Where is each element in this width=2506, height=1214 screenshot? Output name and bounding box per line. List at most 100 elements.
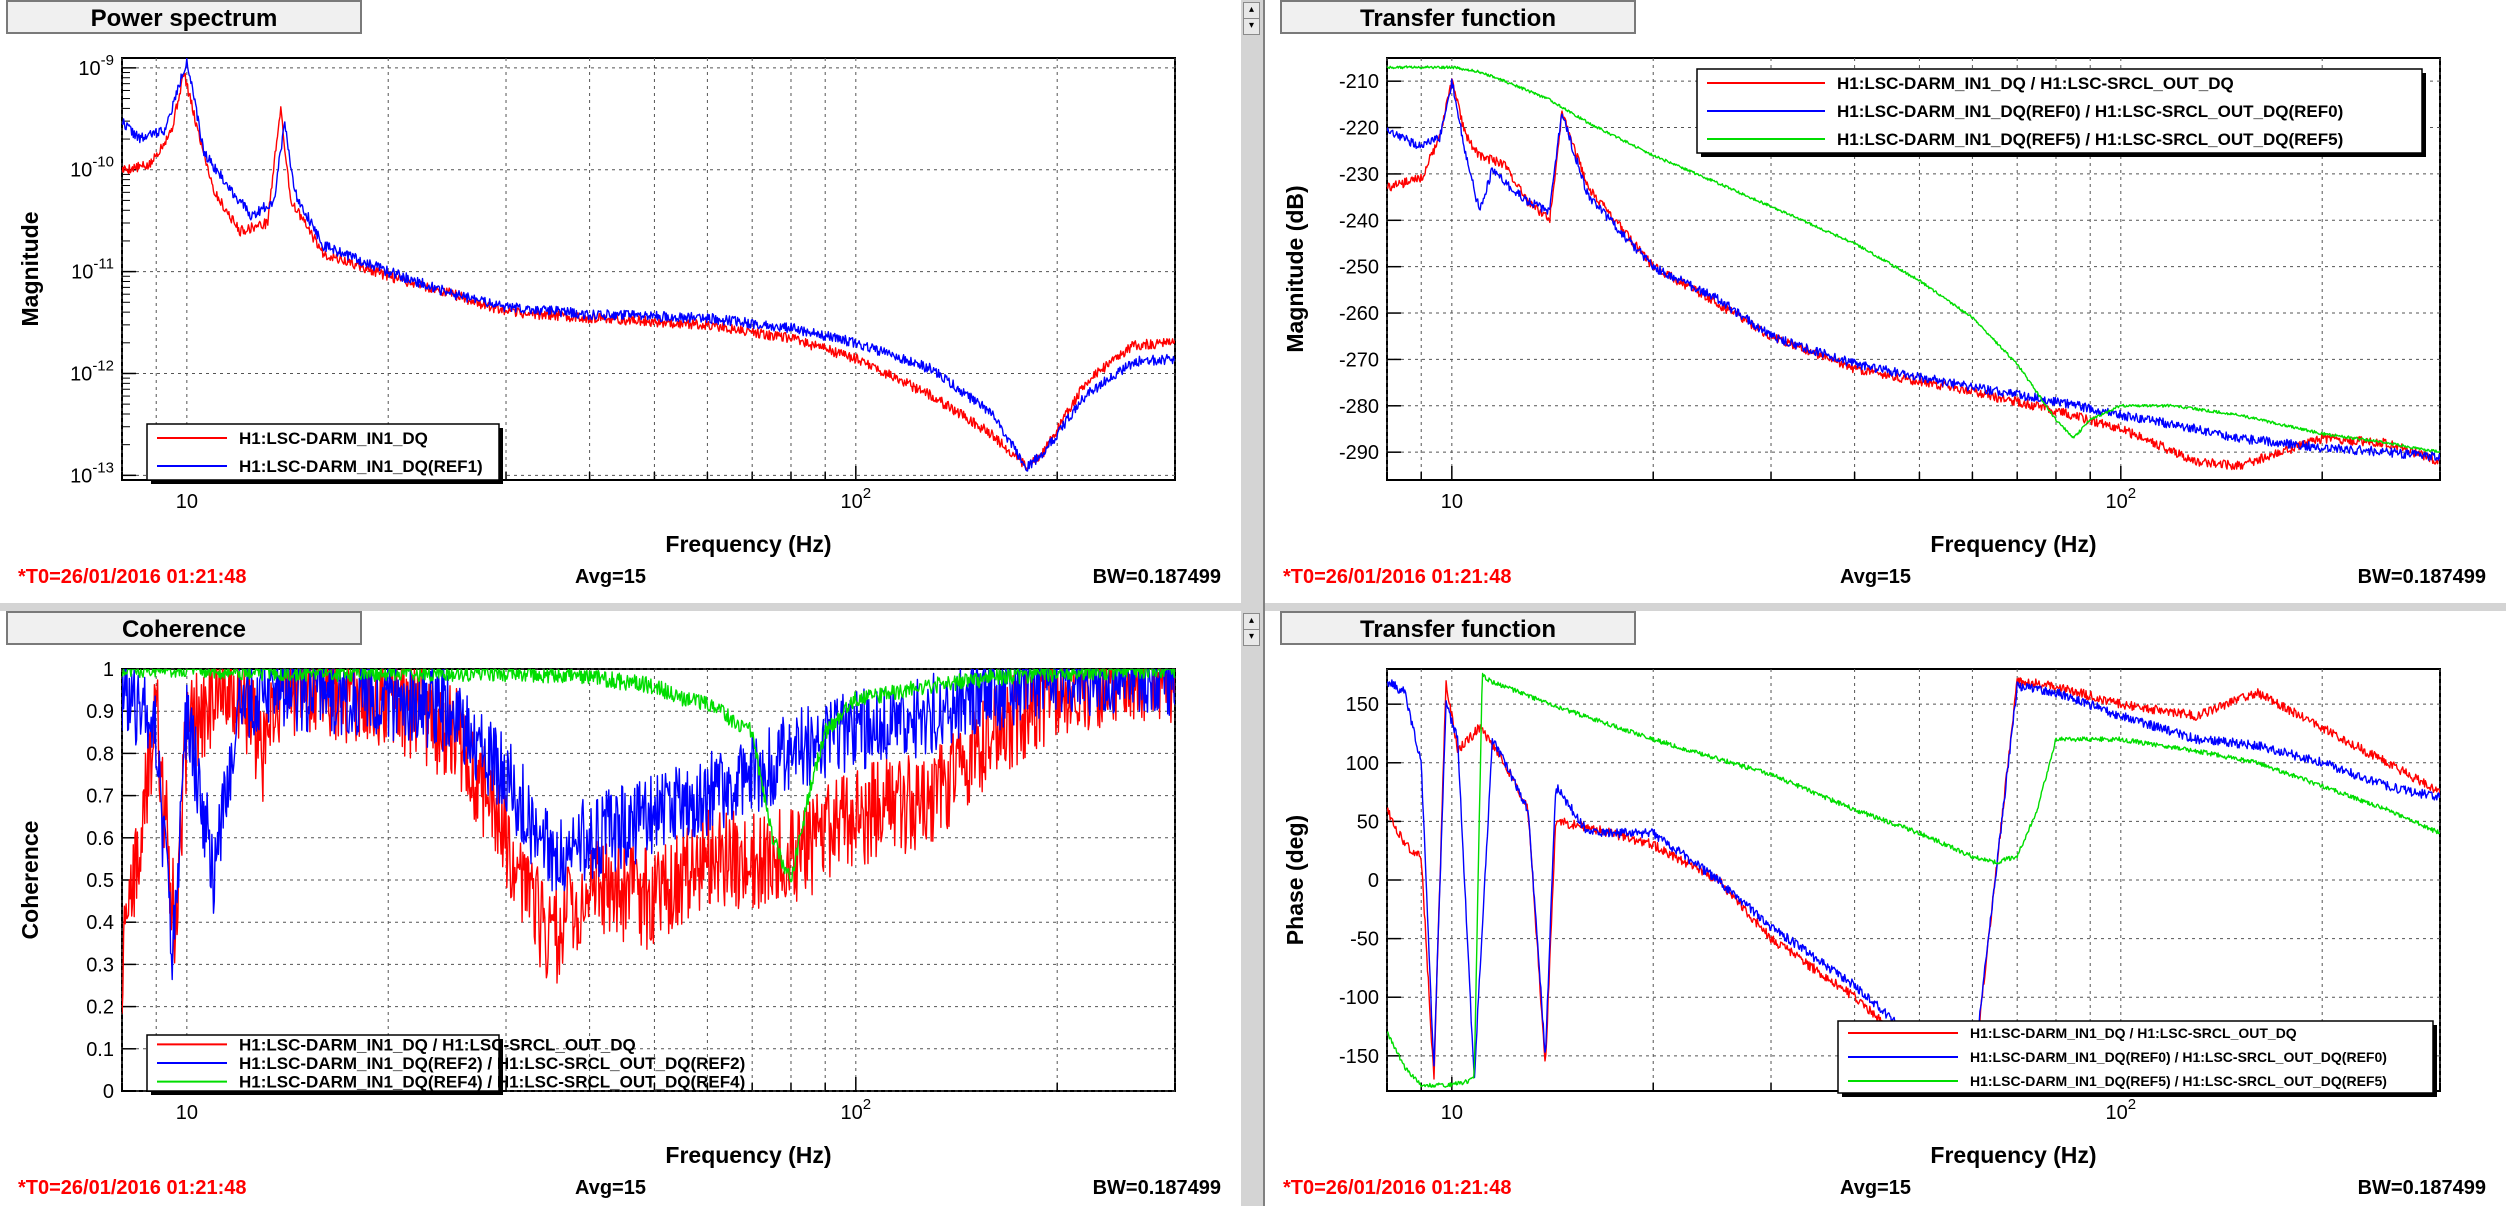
x-axis-title: Frequency (Hz) [1930, 1142, 2096, 1168]
scroll-down-icon[interactable]: ▾ [1243, 18, 1260, 35]
pane-transfer-phase: Transfer function -150 -100 -50 0 50 100 150 10… [1265, 611, 2506, 1214]
splitter-line [1263, 0, 1265, 1206]
y-tick-label: -280 [1339, 396, 1379, 418]
series-line-3 [1387, 65, 2440, 453]
y-tick-label: -210 [1339, 71, 1379, 93]
series-line-3 [1387, 672, 2440, 1088]
t0-timestamp: *T0=26/01/2016 01:21:48 [1283, 1177, 1512, 1199]
plot-area [122, 669, 1175, 1014]
vertical-splitter[interactable]: ▴ ▾ ▴ ▾ [1241, 0, 1265, 1206]
y-tick-label: -240 [1339, 210, 1379, 232]
avg-count: Avg=15 [1840, 1177, 1911, 1199]
bandwidth: BW=0.187499 [1092, 566, 1221, 588]
y-tick-label: -230 [1339, 164, 1379, 186]
pane-power-spectrum: Power spectrum 10-13 10-12 10-11 10-10 10-9 1… [0, 0, 1241, 603]
chart-power-spectrum: 10-13 10-12 10-11 10-10 10-9 10 102 Frequency (… [17, 52, 1176, 557]
pane-coherence: Coherence 0 0.1 0.2 0.3 0.4 0.5 0.6 0.7 0.8 0.9 1 1… [0, 611, 1241, 1214]
legend [146, 423, 500, 481]
y-tick-label: 10-9 [78, 52, 114, 80]
y-axis-title: Magnitude (dB) [1282, 185, 1308, 352]
y-tick-label: 10-12 [70, 357, 114, 385]
x-axis-title: Frequency (Hz) [665, 531, 831, 557]
t0-timestamp: *T0=26/01/2016 01:21:48 [1283, 566, 1512, 588]
avg-count: Avg=15 [575, 566, 646, 588]
y-tick-label: -220 [1339, 118, 1379, 140]
y-tick-label: -100 [1339, 987, 1379, 1009]
series-line-2 [122, 669, 1175, 981]
y-tick-label: 0 [1368, 870, 1379, 892]
y-tick-label: 150 [1346, 694, 1379, 716]
avg-count: Avg=15 [575, 1177, 646, 1199]
y-tick-label: 10-13 [70, 459, 114, 487]
legend-entry: H1:LSC-DARM_IN1_DQ / H1:LSC-SRCL_OUT_DQ [1837, 74, 2234, 93]
y-tick-label: 0.6 [86, 828, 114, 850]
legend-entry: H1:LSC-DARM_IN1_DQ(REF5) / H1:LSC-SRCL_O… [1837, 130, 2343, 149]
series-line-3 [122, 669, 1175, 883]
t0-timestamp: *T0=26/01/2016 01:21:48 [18, 566, 247, 588]
y-tick-label: -150 [1339, 1046, 1379, 1068]
y-axis-title: Coherence [17, 821, 43, 940]
pane-transfer-magnitude: Transfer function -290 -280 -270 -260 -250 -2… [1265, 0, 2506, 603]
y-tick-label: 100 [1346, 753, 1379, 775]
legend-entry: H1:LSC-DARM_IN1_DQ(REF2) / H1:LSC-SRCL_O… [239, 1054, 745, 1073]
x-tick-label: 102 [841, 1096, 872, 1124]
x-axis-title: Frequency (Hz) [665, 1142, 831, 1168]
x-axis-title: Frequency (Hz) [1930, 531, 2096, 557]
avg-count: Avg=15 [1840, 566, 1911, 588]
tab-coherence[interactable]: Coherence [6, 611, 362, 645]
y-tick-label: 0.7 [86, 786, 114, 808]
chart-transfer-phase: -150 -100 -50 0 50 100 150 10 102 Frequency (Hz) P… [1282, 668, 2441, 1168]
legend-entry: H1:LSC-DARM_IN1_DQ(REF4) / H1:LSC-SRCL_O… [239, 1073, 745, 1092]
plot-area [1387, 65, 2440, 471]
x-tick-label: 10 [176, 1102, 198, 1124]
y-axis-title: Phase (deg) [1282, 815, 1308, 945]
scroll-up-icon[interactable]: ▴ [1243, 613, 1260, 630]
y-tick-label: -260 [1339, 303, 1379, 325]
x-tick-label: 102 [841, 485, 872, 513]
y-tick-label: 10-11 [71, 256, 114, 284]
y-axis-title: Magnitude [17, 212, 43, 327]
legend-entry: H1:LSC-DARM_IN1_DQ / H1:LSC-SRCL_OUT_DQ [239, 1035, 636, 1054]
x-tick-label: 10 [1441, 1102, 1463, 1124]
y-tick-label: 0.4 [86, 912, 114, 934]
y-tick-label: 0.1 [86, 1039, 114, 1061]
x-tick-label: 10 [176, 491, 198, 513]
legend-entry: H1:LSC-DARM_IN1_DQ(REF0) / H1:LSC-SRCL_O… [1837, 102, 2343, 121]
t0-timestamp: *T0=26/01/2016 01:21:48 [18, 1177, 247, 1199]
tab-power-spectrum[interactable]: Power spectrum [6, 0, 362, 34]
series-line-2 [1387, 78, 2440, 461]
legend-entry: H1:LSC-DARM_IN1_DQ(REF1) [239, 457, 483, 476]
chart-coherence: 0 0.1 0.2 0.3 0.4 0.5 0.6 0.7 0.8 0.9 1 10 102 Freque… [17, 659, 1176, 1168]
legend-entry: H1:LSC-DARM_IN1_DQ(REF0) / H1:LSC-SRCL_O… [1970, 1049, 2387, 1065]
y-tick-label: -250 [1339, 257, 1379, 279]
bandwidth: BW=0.187499 [2357, 1177, 2486, 1199]
scroll-down-icon[interactable]: ▾ [1243, 629, 1260, 646]
plot-frame [121, 57, 1176, 481]
tab-transfer-function-phase[interactable]: Transfer function [1280, 611, 1636, 645]
legend-entry: H1:LSC-DARM_IN1_DQ(REF5) / H1:LSC-SRCL_O… [1970, 1073, 2387, 1089]
y-tick-label: 1 [103, 659, 114, 681]
y-tick-label: -50 [1350, 929, 1379, 951]
tab-transfer-function-magnitude[interactable]: Transfer function [1280, 0, 1636, 34]
plot-area [122, 58, 1175, 472]
chart-transfer-magnitude: -290 -280 -270 -260 -250 -240 -230 -220 -210 10 10… [1282, 57, 2441, 557]
y-tick-label: 0.3 [86, 954, 114, 976]
y-tick-label: 0.2 [86, 997, 114, 1019]
y-tick-label: 10-10 [70, 154, 114, 182]
legend-entry: H1:LSC-DARM_IN1_DQ / H1:LSC-SRCL_OUT_DQ [1970, 1025, 2297, 1041]
series-line-1 [122, 72, 1175, 471]
y-tick-label: -290 [1339, 442, 1379, 464]
y-tick-label: 0.8 [86, 743, 114, 765]
y-tick-label: -270 [1339, 349, 1379, 371]
legend-entry: H1:LSC-DARM_IN1_DQ [239, 429, 428, 448]
bandwidth: BW=0.187499 [1092, 1177, 1221, 1199]
x-tick-label: 102 [2106, 1096, 2137, 1124]
series-line-2 [122, 58, 1175, 472]
scroll-up-icon[interactable]: ▴ [1243, 2, 1260, 19]
y-tick-label: 0 [103, 1081, 114, 1103]
bandwidth: BW=0.187499 [2357, 566, 2486, 588]
y-tick-label: 0.5 [86, 870, 114, 892]
x-tick-label: 102 [2106, 485, 2137, 513]
x-tick-label: 10 [1441, 491, 1463, 513]
y-tick-label: 0.9 [86, 701, 114, 723]
